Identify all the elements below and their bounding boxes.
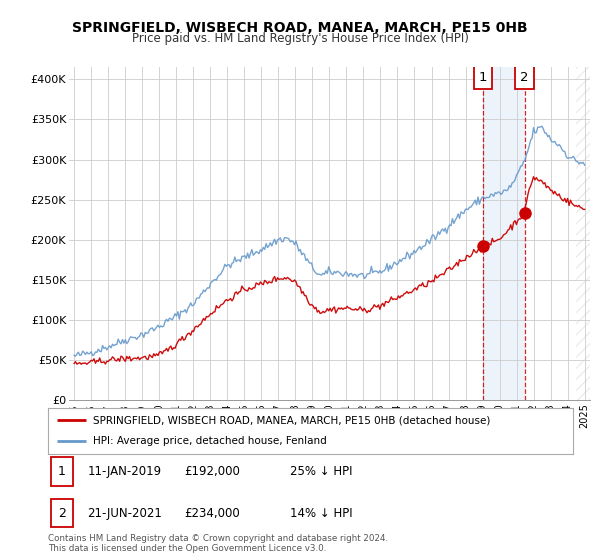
- Text: Price paid vs. HM Land Registry's House Price Index (HPI): Price paid vs. HM Land Registry's House …: [131, 32, 469, 45]
- Text: HPI: Average price, detached house, Fenland: HPI: Average price, detached house, Fenl…: [92, 436, 326, 446]
- Text: 14% ↓ HPI: 14% ↓ HPI: [290, 507, 352, 520]
- Bar: [474, 66, 493, 89]
- Text: 1: 1: [479, 71, 487, 83]
- Text: 25% ↓ HPI: 25% ↓ HPI: [290, 465, 352, 478]
- Text: £192,000: £192,000: [185, 465, 241, 478]
- Text: 2: 2: [520, 71, 529, 83]
- Text: 11-JAN-2019: 11-JAN-2019: [88, 465, 161, 478]
- Text: £234,000: £234,000: [185, 507, 240, 520]
- Text: 21-JUN-2021: 21-JUN-2021: [88, 507, 162, 520]
- Bar: [483, 67, 524, 400]
- Bar: [576, 67, 590, 400]
- Text: SPRINGFIELD, WISBECH ROAD, MANEA, MARCH, PE15 0HB: SPRINGFIELD, WISBECH ROAD, MANEA, MARCH,…: [72, 21, 528, 35]
- Text: 2: 2: [58, 507, 65, 520]
- Text: SPRINGFIELD, WISBECH ROAD, MANEA, MARCH, PE15 0HB (detached house): SPRINGFIELD, WISBECH ROAD, MANEA, MARCH,…: [92, 415, 490, 425]
- Bar: [515, 66, 534, 89]
- FancyBboxPatch shape: [50, 457, 73, 486]
- Text: 1: 1: [58, 465, 65, 478]
- Text: Contains HM Land Registry data © Crown copyright and database right 2024.
This d: Contains HM Land Registry data © Crown c…: [48, 534, 388, 553]
- FancyBboxPatch shape: [50, 499, 73, 528]
